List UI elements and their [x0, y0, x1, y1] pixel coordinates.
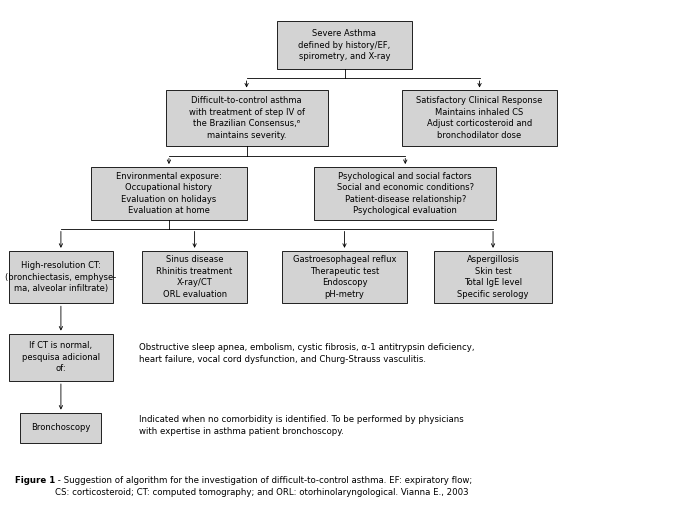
- Text: Indicated when no comorbidity is identified. To be performed by physicians
with : Indicated when no comorbidity is identif…: [138, 415, 463, 436]
- FancyBboxPatch shape: [8, 251, 113, 304]
- Text: If CT is normal,
pesquisa adicional
of:: If CT is normal, pesquisa adicional of:: [22, 342, 100, 373]
- FancyBboxPatch shape: [434, 251, 552, 304]
- Text: Obstructive sleep apnea, embolism, cystic fibrosis, α-1 antitrypsin deficiency,
: Obstructive sleep apnea, embolism, cysti…: [138, 344, 474, 364]
- Text: Satisfactory Clinical Response
Maintains inhaled CS
Adjust corticosteroid and
br: Satisfactory Clinical Response Maintains…: [416, 96, 543, 140]
- Text: Severe Asthma
defined by history/EF,
spirometry, and X-ray: Severe Asthma defined by history/EF, spi…: [298, 29, 391, 61]
- FancyBboxPatch shape: [142, 251, 247, 304]
- FancyBboxPatch shape: [8, 333, 113, 381]
- Text: Bronchoscopy: Bronchoscopy: [31, 423, 90, 432]
- Text: Figure 1: Figure 1: [15, 476, 55, 485]
- FancyBboxPatch shape: [165, 91, 327, 145]
- Text: Sinus disease
Rhinitis treatment
X-ray/CT
ORL evaluation: Sinus disease Rhinitis treatment X-ray/C…: [156, 255, 233, 298]
- FancyBboxPatch shape: [402, 91, 557, 145]
- FancyBboxPatch shape: [314, 167, 496, 220]
- Text: Psychological and social factors
Social and economic conditions?
Patient-disease: Psychological and social factors Social …: [337, 172, 474, 215]
- Text: High-resolution CT:
(bronchiectasis, emphyse-
ma, alveolar infiltrate): High-resolution CT: (bronchiectasis, emp…: [6, 261, 116, 293]
- FancyBboxPatch shape: [21, 413, 101, 443]
- Text: Aspergillosis
Skin test
Total IgE level
Specific serology: Aspergillosis Skin test Total IgE level …: [457, 255, 528, 298]
- Text: Difficult-to-control asthma
with treatment of step IV of
the Brazilian Consensus: Difficult-to-control asthma with treatme…: [189, 96, 305, 140]
- FancyBboxPatch shape: [282, 251, 407, 304]
- FancyBboxPatch shape: [91, 167, 247, 220]
- Text: Gastroesophageal reflux
Therapeutic test
Endoscopy
pH-metry: Gastroesophageal reflux Therapeutic test…: [293, 255, 396, 298]
- Text: - Suggestion of algorithm for the investigation of difficult-to-control asthma. : - Suggestion of algorithm for the invest…: [55, 476, 473, 497]
- Text: Environmental exposure:
Occupational history
Evaluation on holidays
Evaluation a: Environmental exposure: Occupational his…: [116, 172, 222, 215]
- FancyBboxPatch shape: [277, 22, 412, 69]
